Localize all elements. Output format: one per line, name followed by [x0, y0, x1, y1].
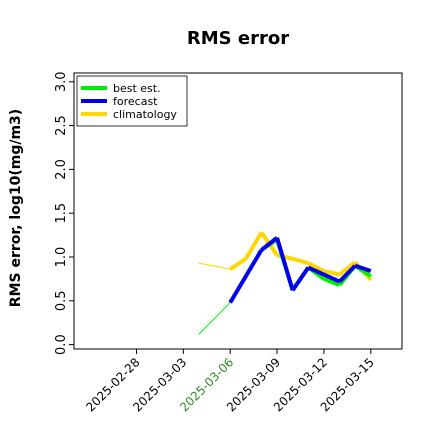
chart-title: RMS error [187, 28, 289, 49]
series-segment-climatology [338, 260, 357, 277]
y-tick-label: 0.5 [54, 290, 69, 311]
y-tick-label: 3.0 [54, 71, 69, 92]
series-segment-forecast [228, 248, 264, 304]
y-axis-label: RMS error, log10(mg/m3) [8, 109, 24, 307]
series-segment-forecast [275, 237, 295, 291]
series-segment-forecast [354, 263, 372, 273]
y-tick-label: 1.5 [54, 203, 69, 224]
series-segment-climatology [198, 262, 231, 270]
plot-area-frame [73, 72, 403, 350]
legend-label-forecast: forecast [113, 95, 158, 108]
series-segment-forecast [323, 272, 341, 284]
series-segment-best-est [323, 277, 341, 287]
y-tick-label: 0.0 [54, 334, 69, 355]
y-tick-label: 2.5 [54, 115, 69, 136]
series-segment-best-est [198, 302, 231, 335]
series-segment-climatology [307, 261, 325, 273]
series-segment-forecast [291, 266, 310, 292]
legend: best est. forecast climatology [76, 75, 188, 127]
series-segment-climatology [229, 257, 247, 271]
series-segment-forecast [338, 264, 357, 283]
series-segment-forecast [307, 265, 325, 277]
series-segment-forecast [260, 236, 279, 252]
legend-label-best-est: best est. [113, 82, 161, 95]
series-segment-climatology [292, 256, 309, 266]
y-tick-label: 1.0 [54, 247, 69, 268]
legend-label-climatology: climatology [113, 108, 177, 121]
series-segment-climatology [244, 231, 264, 260]
series-layer [198, 231, 373, 335]
series-segment-climatology [323, 269, 340, 277]
y-tick-label: 2.0 [54, 159, 69, 180]
y-axis-ticks: 0.0 0.5 1.0 1.5 2.0 2.5 3.0 [54, 71, 74, 355]
